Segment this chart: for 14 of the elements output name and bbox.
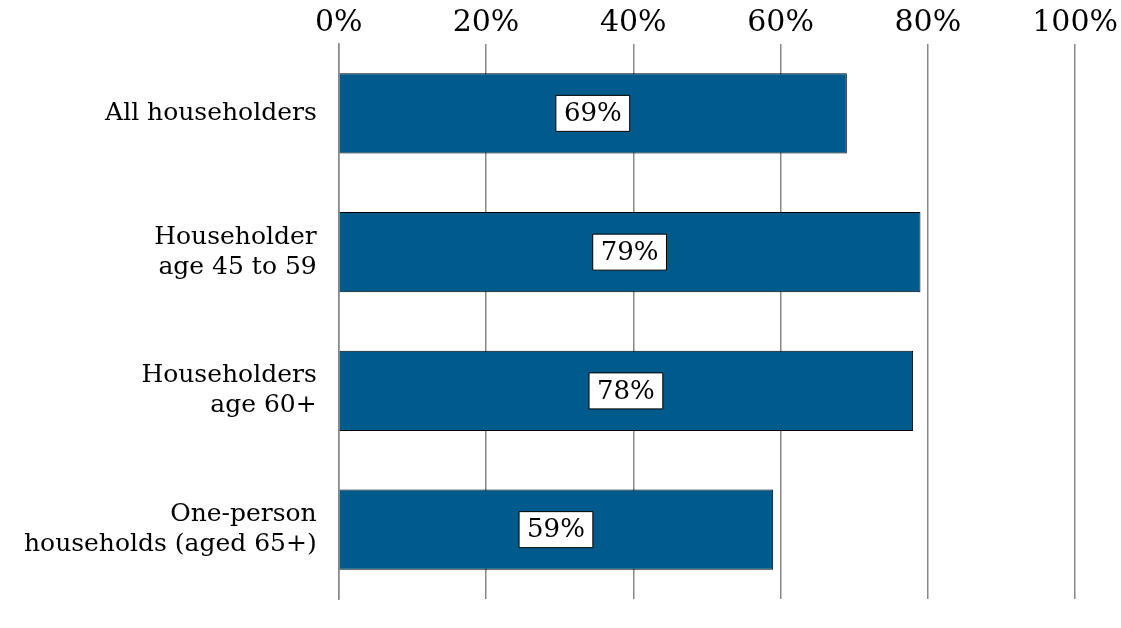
y-tick-label: All householders — [104, 96, 317, 126]
x-tick-label: 0% — [314, 2, 363, 38]
x-tick-label: 40% — [599, 2, 667, 38]
x-tick-label: 80% — [894, 2, 962, 38]
x-tick-label: 100% — [1032, 2, 1119, 38]
data-label: 69% — [563, 97, 622, 128]
y-tick-label: Householders age 60+ — [141, 359, 317, 419]
data-label: 59% — [527, 513, 585, 544]
y-tick-label: Householder age 45 to 59 — [154, 220, 317, 280]
data-label: 79% — [600, 235, 659, 266]
x-tick-label: 60% — [747, 2, 814, 38]
data-label: 78% — [597, 374, 655, 405]
y-tick-label: One-person households (aged 65+) — [23, 498, 317, 558]
x-tick-label: 20% — [452, 2, 520, 38]
